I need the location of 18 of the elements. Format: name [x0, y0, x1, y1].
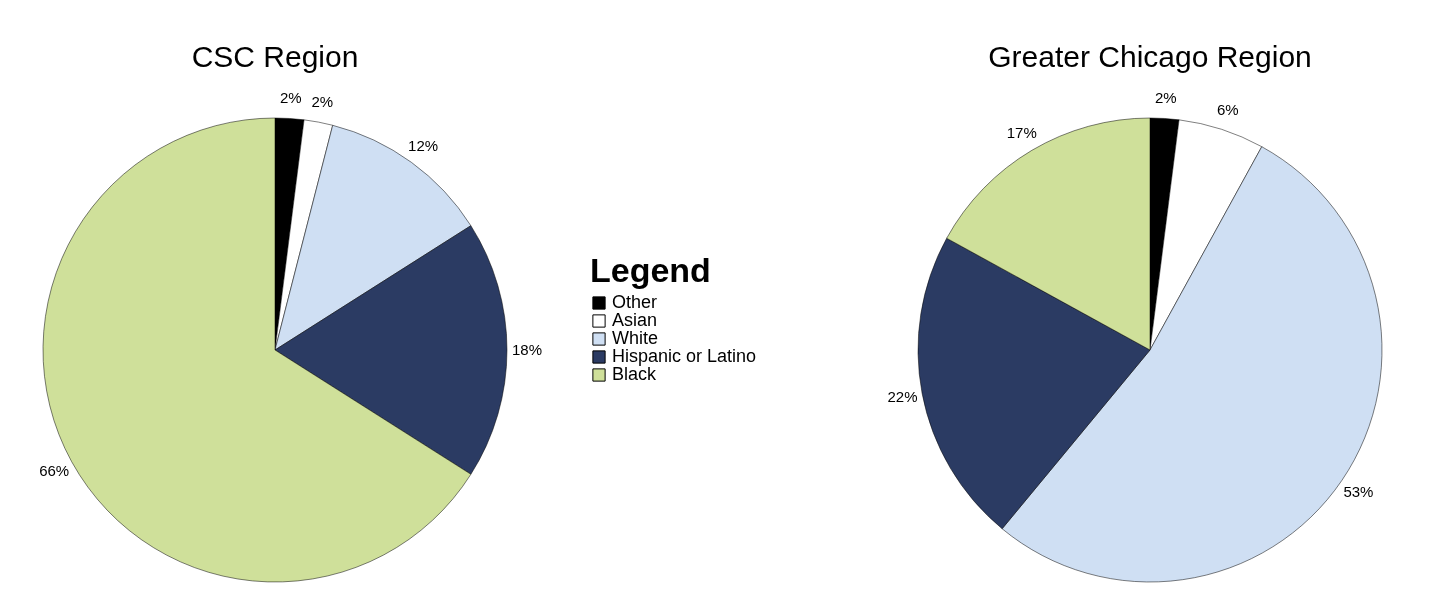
slice-label: CSC Region	[191, 40, 359, 73]
data-label: 2%	[1154, 89, 1177, 107]
legend-title: Legend	[590, 251, 711, 289]
data-label: 18%	[511, 341, 543, 358]
legend-label: Other	[612, 292, 658, 312]
data-label: 66%	[39, 462, 70, 480]
data-label: 6%	[1217, 101, 1239, 119]
data-label: 17%	[1006, 124, 1037, 142]
legend-label: Black	[612, 364, 658, 384]
data-label: 12%	[408, 137, 439, 155]
legend-label: Hispanic or Latino	[612, 346, 757, 366]
legend-label: Asian	[612, 310, 658, 330]
legend-label: White	[612, 328, 659, 348]
data-label: 22%	[887, 388, 918, 406]
data-label: 53%	[1343, 482, 1374, 500]
data-label: 2%	[311, 93, 334, 111]
data-label: 2%	[279, 89, 302, 107]
slice-label: Greater Chicago Region	[988, 40, 1312, 73]
